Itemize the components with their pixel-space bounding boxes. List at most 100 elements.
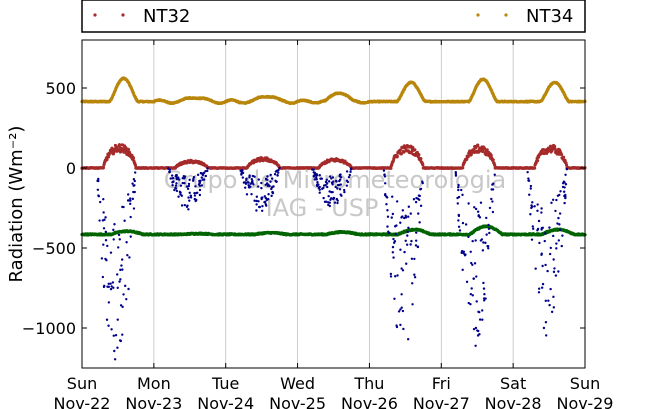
blue-series-point	[193, 194, 197, 197]
blue-series-point	[561, 234, 564, 237]
blue-series-point	[548, 252, 552, 256]
blue-series-point	[266, 184, 270, 188]
nt32-point	[126, 147, 131, 151]
blue-series-point	[343, 188, 346, 192]
nt32-point	[421, 163, 425, 167]
blue-series-point	[260, 181, 263, 185]
blue-series-point	[106, 244, 109, 248]
blue-series-point	[483, 299, 486, 302]
blue-series-point	[391, 251, 395, 254]
blue-series-point	[410, 239, 413, 243]
blue-series-point	[246, 181, 249, 184]
blue-series-point	[465, 280, 469, 284]
x-tick-label-day: Sun	[67, 374, 97, 393]
blue-series-point	[476, 210, 480, 213]
blue-series-point	[117, 246, 120, 249]
nt32-point	[105, 158, 109, 162]
blue-series-point	[112, 286, 115, 289]
blue-series-point	[123, 219, 126, 222]
blue-series-point	[252, 183, 255, 186]
blue-series-point	[265, 182, 269, 185]
blue-series-point	[245, 193, 249, 196]
blue-series-point	[551, 198, 555, 202]
legend-entry-nt34: NT34	[476, 6, 573, 27]
blue-series-point	[202, 171, 206, 175]
y-tick-label: 500	[45, 79, 76, 98]
nt32-point	[564, 163, 569, 167]
blue-series-point	[461, 193, 464, 197]
blue-series-point	[546, 269, 549, 273]
blue-series-point	[531, 225, 535, 228]
blue-series-point	[536, 209, 539, 212]
blue-series-point	[122, 205, 125, 209]
blue-series-point	[102, 211, 105, 214]
nt32-point	[114, 145, 119, 150]
blue-series-point	[470, 261, 473, 265]
blue-series-point	[318, 173, 321, 177]
blue-series-point	[473, 262, 477, 265]
blue-series-point	[266, 175, 269, 178]
blue-series-point	[472, 327, 476, 331]
nt32-point	[417, 153, 421, 157]
blue-series-point	[536, 229, 539, 232]
blue-series-point	[485, 233, 488, 236]
data-points	[80, 76, 587, 361]
blue-series-point	[386, 215, 390, 218]
blue-series-point	[547, 299, 550, 302]
blue-series-point	[461, 268, 464, 272]
blue-series-point	[414, 239, 418, 242]
blue-series-point	[322, 196, 325, 200]
legend-label-nt32: NT32	[143, 6, 190, 27]
blue-series-point	[313, 178, 317, 181]
blue-series-point	[198, 181, 201, 184]
blue-series-point	[564, 173, 567, 176]
nt32-point	[413, 148, 417, 152]
blue-series-point	[405, 262, 408, 265]
blue-series-point	[477, 310, 480, 314]
blue-series-point	[174, 187, 178, 190]
blue-series-point	[400, 293, 403, 296]
blue-series-point	[331, 176, 335, 179]
blue-series-point	[399, 308, 402, 311]
blue-series-point	[175, 175, 178, 178]
blue-series-point	[538, 241, 541, 245]
nt32-point	[466, 154, 470, 159]
blue-series-point	[555, 242, 558, 245]
blue-series-point	[134, 171, 137, 174]
legend-label-nt34: NT34	[526, 6, 573, 27]
blue-series-point	[271, 191, 274, 194]
blue-series-point	[460, 188, 463, 192]
blue-series-point	[338, 178, 342, 181]
nt32-point	[535, 159, 540, 163]
blue-series-point	[199, 171, 203, 175]
blue-series-point	[479, 201, 483, 204]
blue-series-point	[188, 178, 191, 182]
blue-series-point	[186, 187, 190, 191]
blue-series-point	[557, 216, 560, 220]
blue-series-point	[488, 231, 491, 235]
blue-series-point	[544, 334, 548, 337]
blue-series-point	[348, 173, 351, 177]
blue-series-point	[413, 273, 416, 276]
blue-series-point	[179, 193, 182, 196]
blue-series-point	[413, 257, 416, 261]
nt32-point	[465, 157, 469, 162]
blue-series-point	[277, 171, 280, 174]
blue-series-point	[544, 321, 548, 324]
x-tick-label-date: Nov-29	[557, 394, 614, 409]
blue-series-point	[553, 267, 556, 270]
blue-series-point	[349, 168, 353, 171]
blue-series-point	[390, 216, 393, 219]
blue-series-point	[385, 203, 388, 206]
blue-series-point	[410, 257, 414, 260]
y-axis-ticks: 500 0 −500 −1000	[22, 79, 585, 338]
blue-series-point	[554, 274, 558, 277]
blue-series-point	[418, 221, 421, 224]
blue-series-point	[552, 306, 556, 309]
blue-series-point	[457, 195, 461, 199]
blue-series-point	[189, 194, 192, 197]
y-tick-label: 0	[66, 159, 76, 178]
blue-series-point	[122, 293, 125, 296]
blue-series-point	[325, 178, 328, 182]
blue-series-point	[109, 282, 112, 285]
